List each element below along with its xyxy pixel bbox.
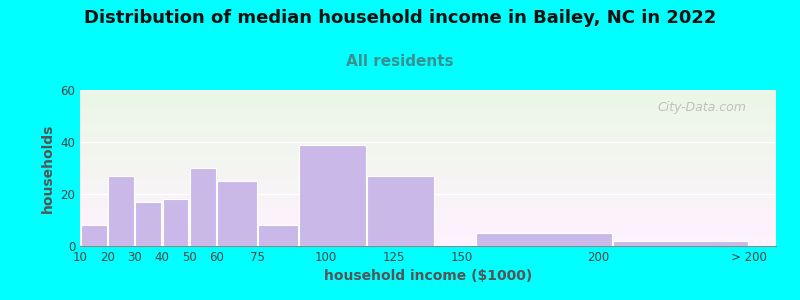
Bar [217, 181, 257, 246]
Bar [81, 225, 106, 246]
Bar [299, 145, 366, 246]
Bar [477, 233, 611, 246]
Text: All residents: All residents [346, 54, 454, 69]
Bar [258, 225, 298, 246]
Text: City-Data.com: City-Data.com [658, 101, 746, 114]
Bar [108, 176, 134, 246]
Bar [190, 168, 216, 246]
Text: Distribution of median household income in Bailey, NC in 2022: Distribution of median household income … [84, 9, 716, 27]
Bar [613, 241, 748, 246]
Bar [135, 202, 161, 246]
X-axis label: household income ($1000): household income ($1000) [324, 269, 532, 284]
Y-axis label: households: households [41, 123, 54, 213]
Bar [367, 176, 434, 246]
Bar [162, 199, 189, 246]
